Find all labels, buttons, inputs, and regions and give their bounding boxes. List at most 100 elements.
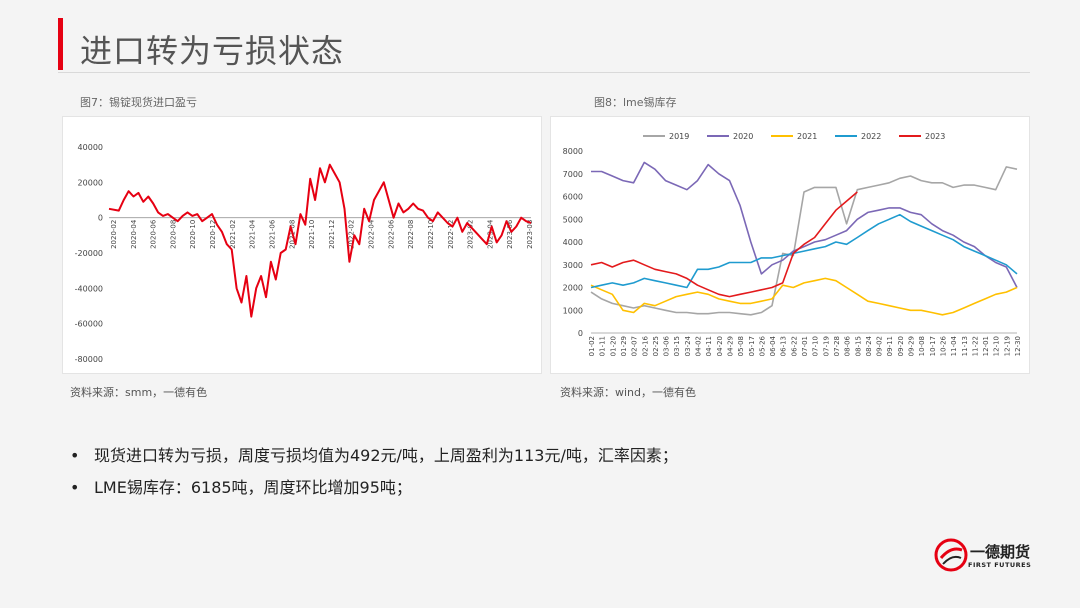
series-line	[590, 191, 858, 298]
x-tick-label: 11-22	[971, 336, 979, 356]
bullet-1: • 现货进口转为亏损，周度亏损均值为492元/吨，上周盈利为113元/吨，汇率因素…	[70, 442, 678, 466]
x-tick-label: 2021-04	[249, 219, 257, 249]
fig8-source: 资料来源：wind，一德有色	[560, 386, 697, 399]
x-tick-label: 07-01	[801, 336, 809, 356]
brand-name: 一德期货	[970, 543, 1031, 561]
fig7-chart: 40000 20000 0 -20000 -40000 -60000 -80000 2020-…	[75, 143, 534, 364]
x-tick-label: 12-19	[1003, 336, 1011, 356]
x-tick-label: 2021-12	[328, 220, 336, 249]
x-tick-label: 2023-08	[526, 220, 534, 249]
series-line	[590, 213, 1018, 289]
legend-label: 2022	[861, 132, 881, 141]
x-tick-label: 05-17	[748, 336, 756, 356]
x-tick-label: 2022-02	[348, 220, 356, 249]
fig8-caption: 图8：lme锡库存	[594, 96, 677, 109]
x-tick-label: 02-16	[641, 335, 649, 356]
x-tick-label: 2020-04	[130, 219, 138, 249]
y-tick-label: 20000	[78, 178, 103, 187]
x-tick-label: 01-20	[609, 336, 617, 356]
x-tick-label: 04-11	[705, 336, 713, 356]
y-tick-label: -20000	[75, 249, 103, 258]
x-tick-label: 08-24	[865, 335, 873, 356]
legend-label: 2020	[733, 132, 753, 141]
y-tick-label: 2000	[563, 284, 583, 293]
legend-label: 2021	[797, 132, 817, 141]
y-tick-label: 3000	[563, 261, 583, 270]
x-tick-label: 02-25	[652, 336, 660, 356]
x-tick-label: 03-24	[684, 335, 692, 356]
brand-logo-icon	[934, 538, 968, 572]
x-tick-label: 03-15	[673, 336, 681, 356]
page-title: 进口转为亏损状态	[80, 32, 345, 70]
y-tick-label: -80000	[75, 355, 103, 364]
bullet-dot: •	[70, 478, 80, 497]
x-tick-label: 2023-06	[506, 219, 514, 249]
y-tick-label: 5000	[563, 215, 583, 224]
fig7-caption: 图7：锡锭现货进口盈亏	[80, 96, 197, 109]
x-tick-label: 09-02	[876, 336, 884, 356]
bullet-text: LME锡库存：6185吨，周度环比增加95吨；	[94, 478, 412, 497]
y-tick-label: 0	[578, 329, 583, 338]
x-tick-label: 2022-10	[427, 220, 435, 249]
x-tick-label: 07-28	[833, 336, 841, 356]
x-tick-label: 03-06	[663, 335, 671, 356]
x-tick-label: 12-01	[982, 336, 990, 356]
bullet-dot: •	[70, 446, 80, 465]
y-tick-label: 0	[98, 214, 103, 223]
x-tick-label: 11-04	[950, 335, 958, 356]
x-tick-label: 05-26	[758, 335, 766, 356]
y-tick-label: -60000	[75, 320, 103, 329]
x-tick-label: 2021-02	[229, 220, 237, 249]
x-tick-label: 11-13	[961, 336, 969, 356]
x-tick-label: 2020-10	[189, 220, 197, 249]
x-tick-label: 2020-06	[150, 219, 158, 249]
title-accent-bar	[58, 18, 63, 70]
x-tick-label: 07-19	[822, 336, 830, 356]
y-tick-label: 4000	[563, 238, 583, 247]
x-tick-label: 2021-10	[308, 220, 316, 249]
x-tick-label: 10-08	[918, 336, 926, 356]
title-divider	[58, 72, 1030, 73]
x-tick-label: 08-15	[854, 336, 862, 356]
x-tick-label: 06-13	[780, 336, 788, 356]
x-tick-label: 2021-06	[268, 219, 276, 249]
x-tick-label: 01-11	[599, 336, 607, 356]
x-tick-label: 06-04	[769, 335, 777, 356]
y-tick-label: 8000	[563, 147, 583, 156]
x-tick-label: 2022-08	[407, 220, 415, 249]
bullet-2: • LME锡库存：6185吨，周度环比增加95吨；	[70, 474, 412, 498]
x-tick-label: 09-29	[908, 336, 916, 356]
brand-subtitle: FIRST FUTURES	[968, 561, 1032, 569]
series-line	[590, 166, 1018, 316]
x-tick-label: 09-11	[886, 336, 894, 356]
series-line	[108, 163, 532, 318]
x-tick-label: 2022-06	[387, 219, 395, 249]
x-tick-label: 2022-12	[447, 220, 455, 249]
x-tick-label: 07-10	[812, 336, 820, 356]
y-tick-label: -40000	[75, 284, 103, 293]
x-tick-label: 2020-08	[169, 220, 177, 249]
legend-label: 2023	[925, 132, 945, 141]
x-tick-label: 2022-04	[368, 219, 376, 249]
y-tick-label: 6000	[563, 193, 583, 202]
y-tick-label: 7000	[563, 170, 583, 179]
x-tick-label: 2023-02	[467, 220, 475, 249]
x-tick-label: 02-07	[631, 336, 639, 356]
legend-label: 2019	[669, 132, 689, 141]
x-tick-label: 01-29	[620, 336, 628, 356]
fig8-panel: 8000 7000 6000 5000 4000 3000 2000 1000 0 01-02 01…	[550, 116, 1030, 374]
x-tick-label: 12-10	[993, 336, 1001, 356]
x-tick-label: 04-02	[695, 336, 703, 356]
x-tick-label: 12-30	[1014, 336, 1022, 356]
bullet-text: 现货进口转为亏损，周度亏损均值为492元/吨，上周盈利为113元/吨，汇率因素；	[94, 446, 678, 465]
y-tick-label: 1000	[563, 306, 583, 315]
x-tick-label: 05-08	[737, 336, 745, 356]
y-tick-label: 40000	[78, 143, 103, 152]
x-tick-label: 10-26	[939, 335, 947, 356]
x-tick-label: 10-17	[929, 336, 937, 356]
x-tick-label: 09-20	[897, 336, 905, 356]
x-tick-label: 2020-02	[110, 220, 118, 249]
series-line	[590, 277, 1018, 316]
fig7-source: 资料来源：smm，一德有色	[70, 386, 208, 399]
fig7-panel: 40000 20000 0 -20000 -40000 -60000 -80000 2020-…	[62, 116, 542, 374]
